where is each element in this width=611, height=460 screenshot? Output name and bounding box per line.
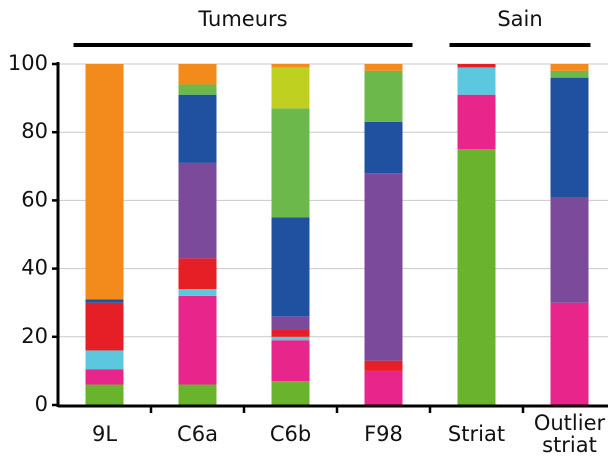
y-tick-label: 20 <box>21 324 48 348</box>
bar-segment <box>457 94 496 150</box>
x-tick-label-line: F98 <box>364 422 403 446</box>
bar-segment <box>364 173 403 361</box>
y-tick-label: 60 <box>21 187 48 211</box>
group-label: Sain <box>497 7 542 31</box>
bar-segment <box>178 384 217 405</box>
bar-segment <box>178 295 217 385</box>
bar-segment <box>178 64 217 85</box>
y-tick-label: 0 <box>35 392 48 416</box>
x-tick-label-line: Striat <box>448 422 505 446</box>
x-tick-label: 9L <box>92 422 117 446</box>
bar-segment <box>271 316 310 330</box>
bar-segment <box>271 217 310 317</box>
y-tick-label: 100 <box>8 51 48 75</box>
x-tick-label-line: C6a <box>177 422 218 446</box>
bar-segment <box>364 64 403 71</box>
bar-segment <box>85 299 124 303</box>
bar-segment <box>178 289 217 296</box>
bar-segment <box>85 64 124 300</box>
x-tick-label: Striat <box>448 422 505 446</box>
x-tick-label: Outlier striat <box>534 411 606 457</box>
x-tick-label: F98 <box>364 422 403 446</box>
bar-segment <box>457 64 496 68</box>
bar-segment <box>364 360 403 371</box>
x-tick-label-line: C6b <box>270 422 311 446</box>
bar-segment <box>271 340 310 382</box>
x-tick-label-line: striat <box>542 433 597 457</box>
bar-segment <box>550 77 589 197</box>
group-label: Tumeurs <box>197 7 287 31</box>
bar-segment <box>271 67 310 109</box>
bar-segment <box>271 329 310 337</box>
x-tick-label-line: 9L <box>92 422 117 446</box>
bar-segment <box>364 121 403 174</box>
bar-segment <box>178 84 217 95</box>
bar-segment <box>364 70 403 122</box>
bar-segment <box>85 350 124 370</box>
x-tick-label-line: Outlier <box>534 411 606 435</box>
bar-segment <box>85 369 124 385</box>
bar-segment <box>271 336 310 341</box>
bar-segment <box>271 381 310 405</box>
x-tick-label: C6b <box>270 422 311 446</box>
bar-segment <box>457 149 496 405</box>
bar-segment <box>457 67 496 95</box>
bar-segment <box>550 302 589 405</box>
bar-segment <box>550 70 589 78</box>
bar-segment <box>364 370 403 405</box>
bar-segment <box>271 64 310 68</box>
bar-segment <box>85 384 124 405</box>
bar-segment <box>178 162 217 259</box>
x-tick-label: C6a <box>177 422 218 446</box>
bar-segment <box>550 64 589 71</box>
bar-segment <box>550 196 589 303</box>
bar-segment <box>271 108 310 218</box>
bar-segment <box>85 302 124 351</box>
y-tick-label: 40 <box>21 256 48 280</box>
y-tick-label: 80 <box>21 119 48 143</box>
bar-segment <box>178 258 217 290</box>
bar-segment <box>178 94 217 163</box>
